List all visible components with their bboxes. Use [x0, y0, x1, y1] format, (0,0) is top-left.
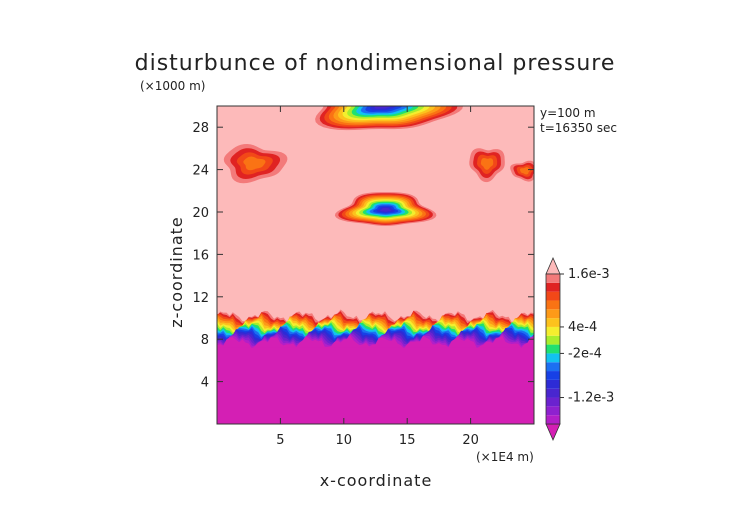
- x-tick-label: 15: [399, 433, 416, 448]
- contour-band: [519, 167, 530, 175]
- y-tick-label: 20: [192, 206, 209, 221]
- colorbar-swatch: [546, 397, 560, 407]
- colorbar-swatch: [546, 379, 560, 389]
- colorbar-tick-label: -2e-4: [568, 346, 602, 361]
- plot-frame: [216, 105, 535, 425]
- colorbar-swatch: [546, 344, 560, 354]
- y-tick-label: 12: [192, 291, 209, 306]
- colorbar-swatch: [546, 335, 560, 345]
- contour-blob: [510, 160, 534, 182]
- y-tick-label: 24: [192, 164, 209, 179]
- colorbar-max-arrow: [545, 257, 561, 275]
- y-axis-ticks: 4 8 12 16 20 24 28: [192, 121, 534, 391]
- contour-blob: [334, 192, 437, 226]
- y-tick-label: 4: [201, 376, 209, 391]
- x-tick-label: 5: [276, 433, 284, 448]
- colorbar-swatch: [546, 353, 560, 363]
- colorbar-tick-label: 4e-4: [568, 320, 597, 335]
- x-axis-label: x-coordinate: [320, 471, 433, 490]
- y-axis-label: z-coordinate: [167, 216, 186, 328]
- colorbar-swatch: [546, 406, 560, 416]
- y-unit-label: (×1000 m): [140, 79, 205, 93]
- colorbar-swatch: [546, 274, 560, 283]
- colorbar: 1.6e-3 4e-4 -2e-4 -1.2e-3: [545, 257, 614, 441]
- x-tick-label: 10: [336, 433, 353, 448]
- colorbar-swatch: [546, 282, 560, 292]
- y-tick-label: 28: [192, 121, 209, 136]
- contour-blob: [469, 148, 505, 183]
- contour-band: [380, 207, 392, 212]
- contour-band: [243, 156, 266, 171]
- colorbar-tick-label: 1.6e-3: [568, 267, 610, 282]
- chart-title: disturbunce of nondimensional pressure: [135, 51, 616, 76]
- x-unit-label: (×1E4 m): [476, 450, 534, 464]
- y-tick-label: 16: [192, 248, 209, 263]
- y-tick-label: 8: [201, 333, 209, 348]
- contour-blobs: [223, 106, 534, 226]
- colorbar-swatch: [546, 362, 560, 372]
- colorbar-swatch: [546, 371, 560, 380]
- contour-blob: [223, 144, 288, 184]
- colorbar-swatch: [546, 309, 560, 319]
- lower-layer: [217, 347, 534, 424]
- colorbar-swatch: [546, 388, 560, 398]
- colorbar-swatch: [546, 415, 560, 424]
- contour-band: [480, 158, 494, 170]
- colorbar-swatch: [546, 326, 560, 336]
- plot-area: [217, 106, 534, 424]
- colorbar-swatch: [546, 318, 560, 327]
- colorbar-swatch: [546, 291, 560, 301]
- x-axis-ticks: 5 10 15 20: [276, 106, 479, 448]
- annotation-y-position: y=100 m: [540, 106, 596, 120]
- contour-blob: [315, 106, 464, 131]
- lower-layer-bands: [217, 309, 534, 424]
- colorbar-frame: [545, 273, 561, 425]
- annotation-time: t=16350 sec: [540, 121, 617, 135]
- contour-band: [374, 106, 391, 109]
- colorbar-tick-label: -1.2e-3: [568, 391, 614, 406]
- colorbar-min-arrow: [545, 423, 561, 441]
- colorbar-swatch: [546, 300, 560, 310]
- x-tick-label: 20: [462, 433, 479, 448]
